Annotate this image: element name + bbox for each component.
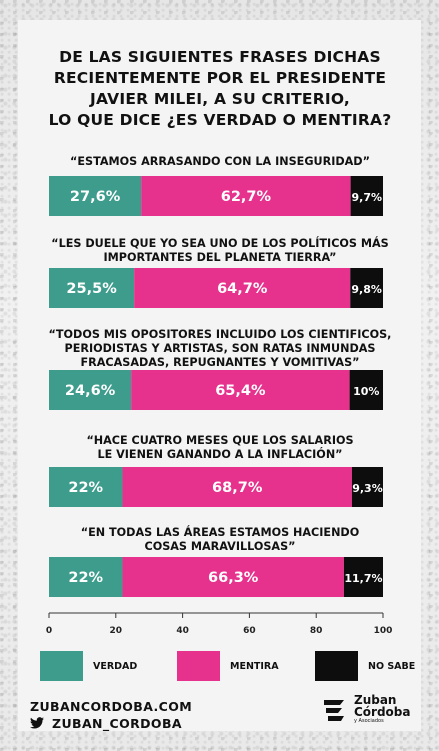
bar-no-sabe-4 <box>351 467 383 507</box>
data-label-no-sabe-3: 10% <box>353 385 379 398</box>
bar-verdad-2 <box>49 268 135 308</box>
bar-no-sabe-3 <box>349 370 383 410</box>
legend-swatch-no-sabe <box>315 651 358 681</box>
bar-mentira-1 <box>141 176 351 216</box>
logo-text: Zuban Córdoba y Asociados <box>354 694 411 725</box>
legend-label-no-sabe: NO SABE <box>368 660 416 672</box>
footer-twitter[interactable]: ZUBAN_CORDOBA <box>30 716 182 731</box>
legend-item-mentira: MENTIRA <box>177 651 279 681</box>
data-label-verdad-3: 24,6% <box>65 383 116 399</box>
quote-line: FRACASADAS, REPUGNANTES Y VOMITIVAS” <box>80 356 360 369</box>
data-label-no-sabe-2: 9,8% <box>351 283 382 296</box>
quote-line: “EN TODAS LAS ÁREAS ESTAMOS HACIENDO <box>80 526 360 539</box>
bar-verdad-5 <box>49 557 123 597</box>
quote-line: PERIODISTAS Y ARTISTAS, SON RATAS INMUND… <box>64 342 376 355</box>
data-label-mentira-3: 65,4% <box>215 383 266 399</box>
title-line: RECIENTEMENTE POR EL PRESIDENTE <box>53 69 387 87</box>
quote-4: “HACE CUATRO MESES QUE LOS SALARIOS LE V… <box>30 434 410 462</box>
x-tick-label: 60 <box>243 626 256 636</box>
data-label-no-sabe-4: 9,3% <box>352 482 383 495</box>
bar-mentira-4 <box>122 467 352 507</box>
quote-line: “LES DUELE QUE YO SEA UNO DE LOS POLÍTIC… <box>51 237 389 250</box>
twitter-handle: ZUBAN_CORDOBA <box>52 716 182 731</box>
title-line: JAVIER MILEI, A SU CRITERIO, <box>90 90 350 108</box>
quote-line: COSAS MARAVILLOSAS” <box>144 540 296 553</box>
legend-label-verdad: VERDAD <box>93 660 138 672</box>
legend-label-mentira: MENTIRA <box>230 660 279 672</box>
data-label-no-sabe-1: 9,7% <box>352 191 383 204</box>
x-tick-label: 20 <box>110 626 123 636</box>
data-label-verdad-1: 27,6% <box>70 189 121 205</box>
legend-swatch-verdad <box>40 651 83 681</box>
quote-line: LE VIENEN GANANDO A LA INFLACIÓN” <box>97 448 343 461</box>
quote-1: “ESTAMOS ARRASANDO CON LA INSEGURIDAD” <box>30 155 410 169</box>
x-tick-label: 40 <box>176 626 189 636</box>
quote-5: “EN TODAS LAS ÁREAS ESTAMOS HACIENDO COS… <box>30 526 410 554</box>
title-line: LO QUE DICE ¿ES VERDAD O MENTIRA? <box>48 111 392 129</box>
logo-line-2: Córdoba <box>354 705 411 719</box>
quote-2: “LES DUELE QUE YO SEA UNO DE LOS POLÍTIC… <box>30 237 410 265</box>
quote-line: “ESTAMOS ARRASANDO CON LA INSEGURIDAD” <box>70 155 370 168</box>
data-label-mentira-4: 68,7% <box>212 480 263 496</box>
x-tick-label: 0 <box>46 626 52 636</box>
legend-swatch-mentira <box>177 651 220 681</box>
title-line: DE LAS SIGUIENTES FRASES DICHAS <box>59 48 381 66</box>
data-label-mentira-2: 64,7% <box>217 281 268 297</box>
bar-no-sabe-2 <box>350 268 383 308</box>
chart-title: DE LAS SIGUIENTES FRASES DICHAS RECIENTE… <box>20 47 420 131</box>
data-label-no-sabe-5: 11,7% <box>344 572 382 585</box>
legend-item-verdad: VERDAD <box>40 651 137 681</box>
legend-item-no-sabe: NO SABE <box>315 651 415 681</box>
twitter-bird-icon <box>30 717 44 729</box>
quote-line: “HACE CUATRO MESES QUE LOS SALARIOS <box>86 434 354 447</box>
logo-line-1: Zuban <box>354 693 397 707</box>
data-label-verdad-2: 25,5% <box>66 281 117 297</box>
logo-line-3: y Asociados <box>354 718 384 724</box>
bar-mentira-5 <box>122 557 344 597</box>
x-tick-label: 100 <box>374 626 393 636</box>
footer-website[interactable]: ZUBANCORDOBA.COM <box>30 699 193 714</box>
quote-line: IMPORTANTES DEL PLANETA TIERRA” <box>103 251 337 264</box>
zuban-cordoba-logo: Zuban Córdoba y Asociados <box>322 694 411 725</box>
x-tick-label: 80 <box>310 626 323 636</box>
data-label-mentira-1: 62,7% <box>221 189 272 205</box>
bar-mentira-3 <box>131 370 350 410</box>
bar-no-sabe-1 <box>350 176 383 216</box>
bar-mentira-2 <box>134 268 351 308</box>
bar-no-sabe-5 <box>343 557 383 597</box>
quote-3: “TODOS MIS OPOSITORES INCLUIDO LOS CIENT… <box>30 328 410 370</box>
data-label-verdad-5: 22% <box>68 570 103 586</box>
bar-verdad-4 <box>49 467 123 507</box>
bar-verdad-1 <box>49 176 142 216</box>
data-label-mentira-5: 66,3% <box>208 570 259 586</box>
bar-verdad-3 <box>49 370 132 410</box>
zuban-logo-icon <box>324 699 344 721</box>
quote-line: “TODOS MIS OPOSITORES INCLUIDO LOS CIENT… <box>48 328 392 341</box>
data-label-verdad-4: 22% <box>68 480 103 496</box>
